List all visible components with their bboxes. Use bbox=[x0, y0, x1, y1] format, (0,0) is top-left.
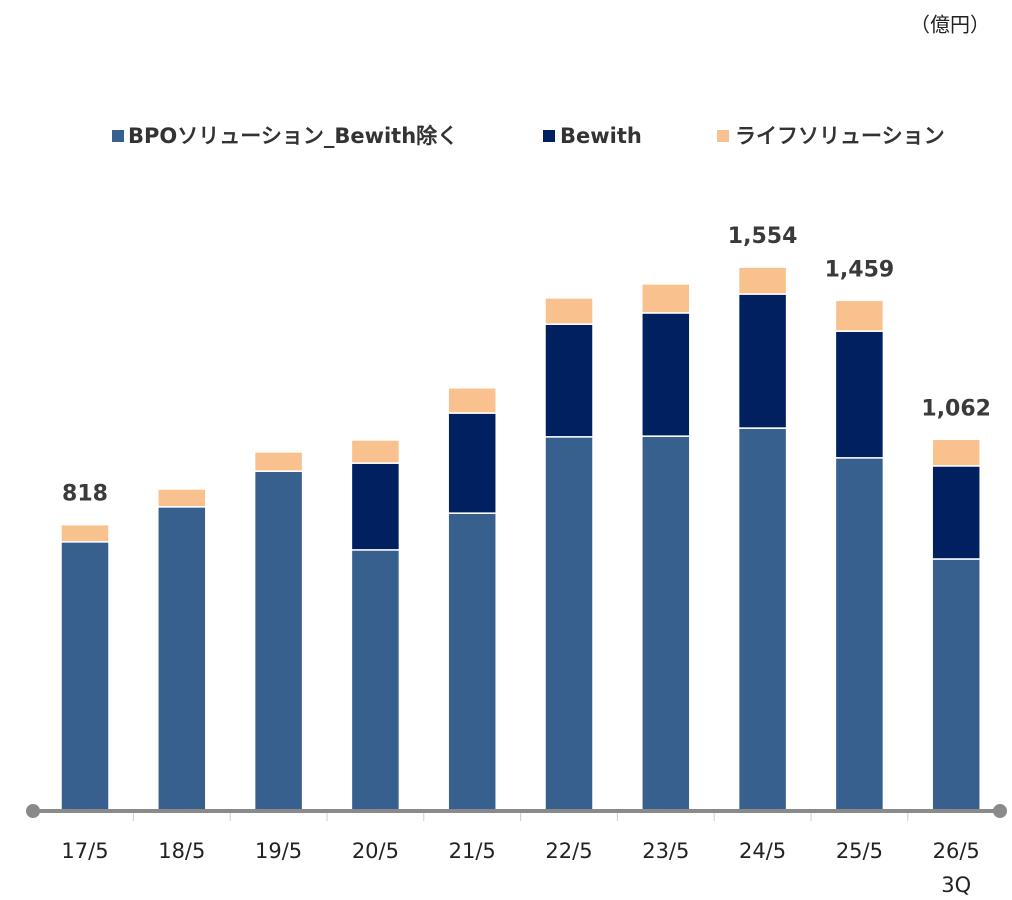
bar-segment bbox=[447, 512, 497, 812]
total-label: 1,459 bbox=[825, 257, 895, 282]
bar-segment bbox=[157, 506, 207, 812]
legend-label: Bewith bbox=[560, 124, 642, 148]
axis-end bbox=[26, 804, 40, 818]
bar-segment bbox=[447, 387, 497, 414]
bar-segment bbox=[641, 283, 691, 314]
bar-segment bbox=[350, 439, 401, 464]
legend-label: ライフソリューション bbox=[735, 124, 945, 148]
bar-segment bbox=[834, 299, 885, 332]
bar-segment bbox=[60, 523, 110, 543]
bar-segment bbox=[544, 297, 594, 325]
bar-segment bbox=[641, 312, 691, 437]
bar-segment bbox=[931, 558, 981, 812]
bar-segment bbox=[737, 266, 788, 295]
bar-segment bbox=[737, 427, 788, 812]
x-tick-label: 23/5 bbox=[642, 839, 689, 863]
unit-label: （億円） bbox=[910, 13, 990, 37]
total-label: 1,554 bbox=[728, 224, 798, 249]
bar-segment bbox=[447, 412, 497, 514]
bar-segment bbox=[737, 293, 788, 429]
bar-segment bbox=[834, 330, 885, 459]
legend-swatch bbox=[717, 130, 729, 142]
legend-swatch bbox=[543, 130, 555, 142]
x-tick-label: 17/5 bbox=[61, 839, 108, 863]
axis-end bbox=[993, 804, 1007, 818]
bar-segment bbox=[641, 435, 691, 812]
total-label: 1,062 bbox=[921, 396, 991, 421]
bar-segment bbox=[544, 436, 594, 812]
bar-segment bbox=[834, 457, 885, 812]
x-tick-label: 20/5 bbox=[352, 839, 399, 863]
x-tick-label: 25/5 bbox=[836, 839, 883, 863]
bar-segment bbox=[253, 451, 304, 472]
bar-segment bbox=[60, 541, 110, 812]
bar-segment bbox=[931, 438, 981, 467]
bar-segment bbox=[157, 488, 207, 508]
bar-segment bbox=[253, 470, 304, 812]
legend-swatch bbox=[112, 130, 124, 142]
legend-label: BPOソリューション_Bewith除く bbox=[128, 124, 458, 148]
x-tick-label: 24/5 bbox=[739, 839, 786, 863]
x-tick-label: 21/5 bbox=[449, 839, 496, 863]
x-tick-note: 3Q bbox=[941, 873, 971, 897]
bar-segment bbox=[350, 462, 401, 551]
total-label: 818 bbox=[62, 482, 108, 507]
x-tick-label: 19/5 bbox=[255, 839, 302, 863]
x-tick-label: 26/5 bbox=[933, 839, 980, 863]
bar-segment bbox=[350, 549, 401, 812]
bar-segment bbox=[931, 465, 981, 560]
x-tick-label: 22/5 bbox=[545, 839, 592, 863]
x-tick-label: 18/5 bbox=[158, 839, 205, 863]
bar-segment bbox=[544, 323, 594, 438]
